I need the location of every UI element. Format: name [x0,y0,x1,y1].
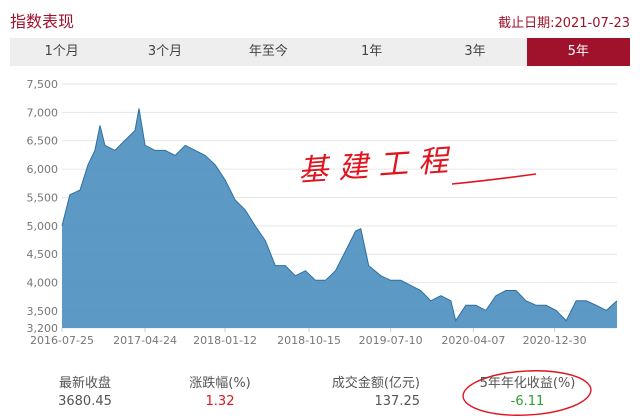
page-title: 指数表现 [10,12,75,31]
stat-value: -6.11 [510,394,545,409]
y-tick-label: 5,500 [27,191,59,204]
stat-label: 涨跌幅(%) [189,376,251,391]
series-line [61,108,618,322]
x-tick-label: 2018-01-12 [193,334,257,347]
y-tick-label: 3,500 [27,305,59,318]
stat-value: 3680.45 [58,394,112,409]
x-tick-label: 2019-07-10 [359,334,423,347]
stat-value: 137.25 [374,394,421,409]
stat-5y-annualized: 5年年化收益(%) -6.11 [465,372,590,409]
y-tick-label: 3,200 [27,322,59,335]
tab-1-year[interactable]: 1年 [361,44,383,59]
stat-label: 成交金额(亿元) [331,376,420,391]
handwritten-underline-stroke [451,173,537,185]
stat-label: 最新收盘 [58,376,111,391]
area-fill [62,108,617,329]
stat-value: 1.32 [205,394,235,409]
x-tick-label: 2017-04-24 [113,334,177,347]
tab-1-month[interactable]: 1个月 [44,44,79,59]
y-tick-label: 7,000 [27,106,59,119]
stat-turnover: 成交金额(亿元) 137.25 [300,372,420,409]
period-tabs: 1个月 3个月 年至今 1年 3年 5年 [10,38,630,66]
tab-3-years[interactable]: 3年 [464,44,486,59]
y-tick-label: 6,000 [27,163,59,176]
x-tick-label: 2018-10-15 [277,334,341,347]
x-tick-label: 2016-07-25 [30,334,94,347]
stat-change-pct: 涨跌幅(%) 1.32 [165,372,275,409]
y-tick-label: 4,500 [27,248,59,261]
y-tick-label: 7,500 [27,78,59,91]
as-of-date: 截止日期:2021-07-23 [498,16,630,31]
tab-5-years[interactable]: 5年 [526,38,630,66]
x-tick-label: 2020-04-07 [441,334,505,347]
tab-3-months[interactable]: 3个月 [147,44,183,59]
tab-ytd[interactable]: 年至今 [248,44,288,59]
stat-label: 5年年化收益(%) [479,376,576,391]
index-chart: 7,500 7,000 6,500 6,000 5,500 5,000 4,500 4,000… [27,78,618,347]
y-tick-label: 4,000 [27,277,59,290]
x-tick-label: 2020-12-30 [523,334,587,347]
y-tick-label: 6,500 [27,135,59,148]
y-tick-label: 5,000 [27,220,59,233]
stat-latest-close: 最新收盘 3680.45 [30,372,140,409]
